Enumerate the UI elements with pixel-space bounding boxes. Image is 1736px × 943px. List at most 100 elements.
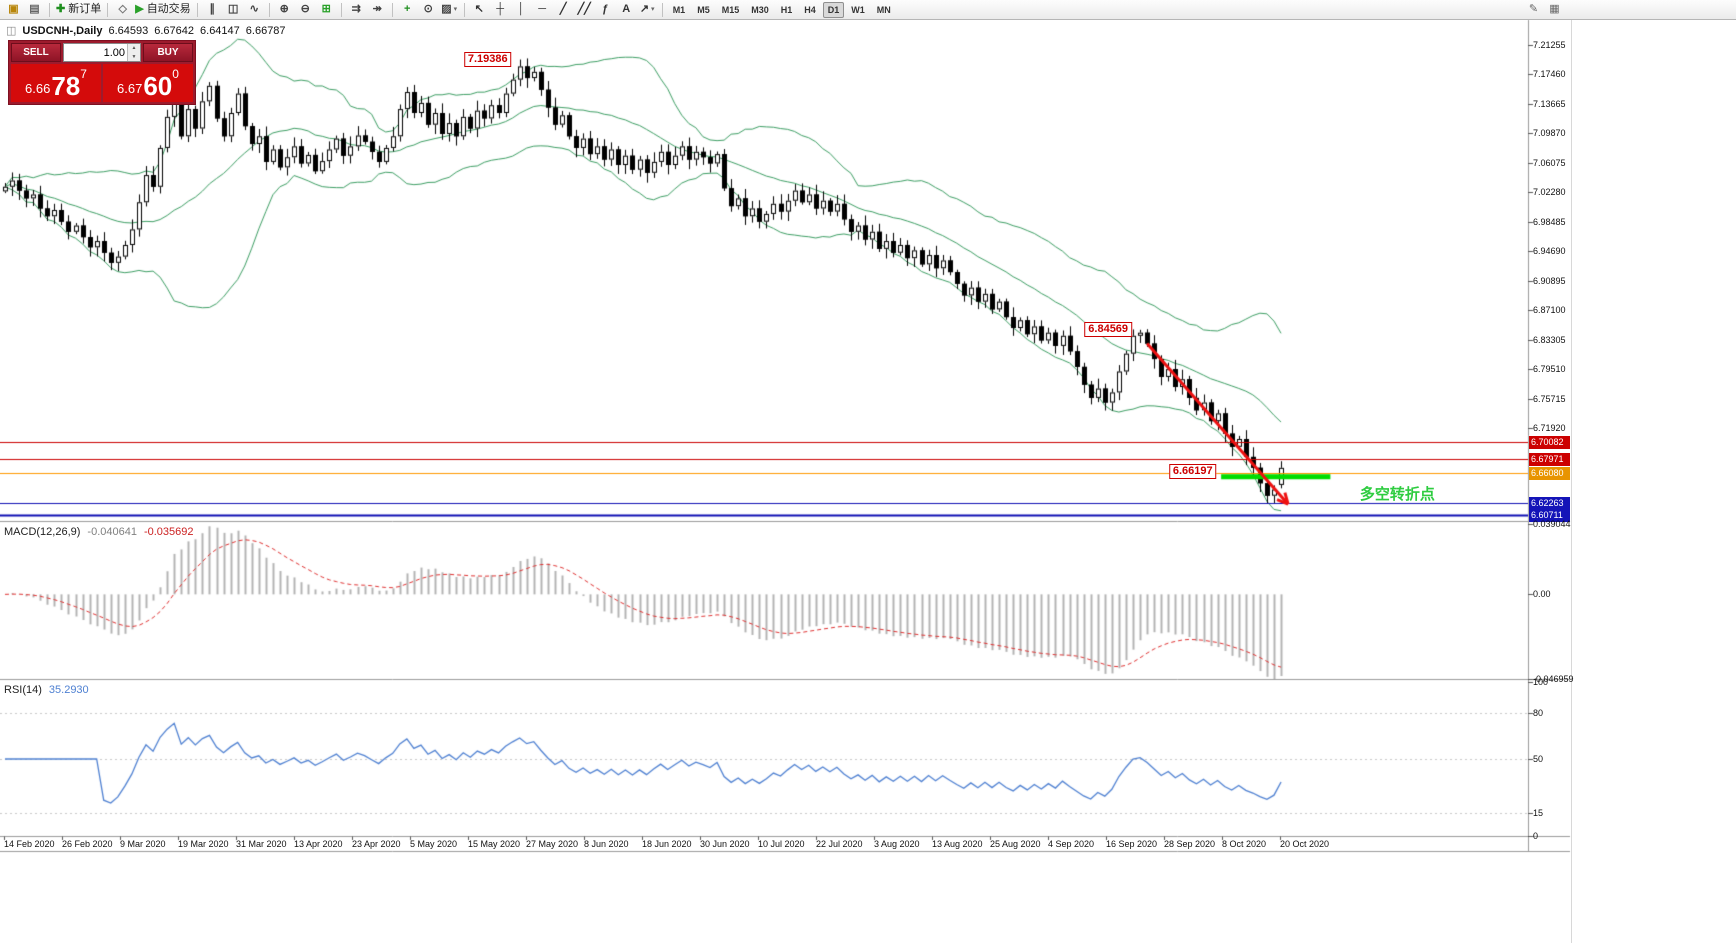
chart-shift-button[interactable]: ↠ <box>368 1 387 18</box>
cursor-icon: ↖ <box>474 3 484 15</box>
bar-chart-mode-button[interactable]: ∥ <box>203 1 222 18</box>
crosshair-button[interactable]: ┼ <box>491 1 510 18</box>
bar-chart-mode-icon: ∥ <box>209 3 215 15</box>
timeframe-m30-button[interactable]: M30 <box>746 2 774 18</box>
timeframe-w1-button[interactable]: W1 <box>846 2 870 18</box>
trendline-button[interactable]: ╱ <box>554 1 573 18</box>
timeframe-h1-button[interactable]: H1 <box>776 2 798 18</box>
ohlc-low: 6.64147 <box>200 25 240 37</box>
timeframe-mn-button[interactable]: MN <box>872 2 896 18</box>
macd-name: MACD(12,26,9) <box>4 526 81 538</box>
chart-window-icon: ◫ <box>6 25 17 37</box>
trendline-icon: ╱ <box>559 3 567 15</box>
sell-price-big: 78 <box>51 71 81 101</box>
indicators-button[interactable]: + <box>398 1 417 18</box>
autotrading-button[interactable]: ▶ 自动交易 <box>134 1 191 18</box>
new-order-label: 新订单 <box>68 3 102 15</box>
buy-price-small: 6.67 <box>117 81 143 96</box>
ohlc-open: 6.64593 <box>108 25 149 37</box>
new-chart-icon: ▣ <box>8 3 19 15</box>
vertical-line-icon: │ <box>517 3 525 15</box>
line-chart-mode-icon: ∿ <box>249 3 259 15</box>
tile-windows-icon: ⊞ <box>321 3 331 15</box>
timeframe-d1-button[interactable]: D1 <box>822 1 845 18</box>
metaeditor-button[interactable]: ◇ <box>113 1 132 18</box>
metaeditor-icon: ◇ <box>118 3 127 15</box>
templates-button[interactable]: ▨ ▾ <box>440 1 459 18</box>
fibonacci-button[interactable]: ƒ <box>596 1 615 18</box>
candlestick-mode-icon: ◫ <box>227 3 239 15</box>
profiles-icon: ▤ <box>29 3 40 15</box>
equidistant-channel-button[interactable]: ╱╱ <box>575 1 594 18</box>
timeframe-m15-button[interactable]: M15 <box>717 2 745 18</box>
new-order-icon: ✚ <box>56 3 66 15</box>
quick-draw-button[interactable]: ✎ <box>1524 1 1543 18</box>
window-grid-icon: ▦ <box>1549 3 1560 15</box>
sell-price-display[interactable]: 6.66 78 7 <box>11 64 101 102</box>
toolbar: ▣ ▤ ✚ 新订单 ◇ ▶ 自动交易 ∥ ◫ ∿ ⊕ ⊖ ⊞ ⇉ ↠ + ⊙ ▨ ▾ ↖ ┼ │ ─ ╱ ╱╱ ƒ A ↗ ▾ M1 M5 M… <box>0 0 1736 20</box>
vertical-line-button[interactable]: │ <box>512 1 531 18</box>
ohlc-high: 6.67642 <box>154 25 195 37</box>
autotrading-icon: ▶ <box>135 3 144 15</box>
quick-draw-icon: ✎ <box>1528 3 1539 15</box>
zoom-in-button[interactable]: ⊕ <box>275 1 294 18</box>
periods-icon: ⊙ <box>423 3 433 15</box>
timeframe-m5-button[interactable]: M5 <box>692 2 715 18</box>
ohlc-close: 6.66787 <box>245 25 286 37</box>
zoom-out-icon: ⊖ <box>300 3 310 15</box>
window-grid-button[interactable]: ▦ <box>1545 1 1564 18</box>
buy-button[interactable]: BUY <box>143 43 193 62</box>
new-order-button[interactable]: ✚ 新订单 <box>55 1 102 18</box>
toolbar-separator <box>463 2 465 17</box>
sell-price-small: 6.66 <box>25 81 51 96</box>
indicators-icon: + <box>403 3 411 15</box>
rsi-value: 35.2930 <box>48 684 89 696</box>
cursor-button[interactable]: ↖ <box>470 1 489 18</box>
fibonacci-icon: ƒ <box>602 3 609 15</box>
buy-price-sup: 0 <box>172 67 179 81</box>
equidistant-channel-icon: ╱╱ <box>577 3 591 15</box>
symbol-name: USDCNH-,Daily <box>22 25 103 37</box>
autotrading-label: 自动交易 <box>146 3 191 15</box>
chart-shift-icon: ↠ <box>372 3 382 15</box>
auto-scroll-button[interactable]: ⇉ <box>347 1 366 18</box>
toolbar-separator <box>268 2 270 17</box>
symbol-info: ◫ USDCNH-,Daily 6.64593 6.67642 6.64147 6.667… <box>6 24 292 37</box>
arrows-tool-button[interactable]: ↗ ▾ <box>638 1 657 18</box>
toolbar-separator <box>107 2 109 17</box>
horizontal-line-button[interactable]: ─ <box>533 1 552 18</box>
rsi-name: RSI(14) <box>4 684 42 696</box>
line-chart-mode-button[interactable]: ∿ <box>245 1 264 18</box>
timeframe-h4-button[interactable]: H4 <box>799 2 821 18</box>
candlestick-mode-button[interactable]: ◫ <box>224 1 243 18</box>
profiles-button[interactable]: ▤ <box>25 1 44 18</box>
volume-spinner: ▲ ▼ <box>127 44 140 61</box>
right-panel <box>1571 20 1736 943</box>
periods-button[interactable]: ⊙ <box>419 1 438 18</box>
templates-dropdown-icon[interactable]: ▾ <box>453 6 458 13</box>
volume-control: ▲ ▼ <box>63 43 141 62</box>
toolbar-separator <box>340 2 342 17</box>
horizontal-line-icon: ─ <box>538 3 547 15</box>
new-chart-button[interactable]: ▣ <box>4 1 23 18</box>
toolbar-separator <box>196 2 198 17</box>
text-tool-button[interactable]: A <box>617 1 636 18</box>
volume-down-button[interactable]: ▼ <box>128 52 140 61</box>
templates-icon: ▨ <box>441 3 452 15</box>
zoom-out-button[interactable]: ⊖ <box>296 1 315 18</box>
volume-input[interactable] <box>64 44 127 61</box>
auto-scroll-icon: ⇉ <box>351 3 361 15</box>
tile-windows-button[interactable]: ⊞ <box>317 1 336 18</box>
toolbar-separator <box>391 2 393 17</box>
arrows-tool-icon: ↗ <box>639 3 650 15</box>
volume-up-button[interactable]: ▲ <box>128 44 140 53</box>
timeframe-m1-button[interactable]: M1 <box>668 2 691 18</box>
zoom-in-icon: ⊕ <box>279 3 289 15</box>
buy-price-display[interactable]: 6.67 60 0 <box>103 64 193 102</box>
sell-button[interactable]: SELL <box>11 43 61 62</box>
macd-signal-value: -0.035692 <box>143 526 194 538</box>
arrows-tool-dropdown-icon[interactable]: ▾ <box>651 6 655 13</box>
